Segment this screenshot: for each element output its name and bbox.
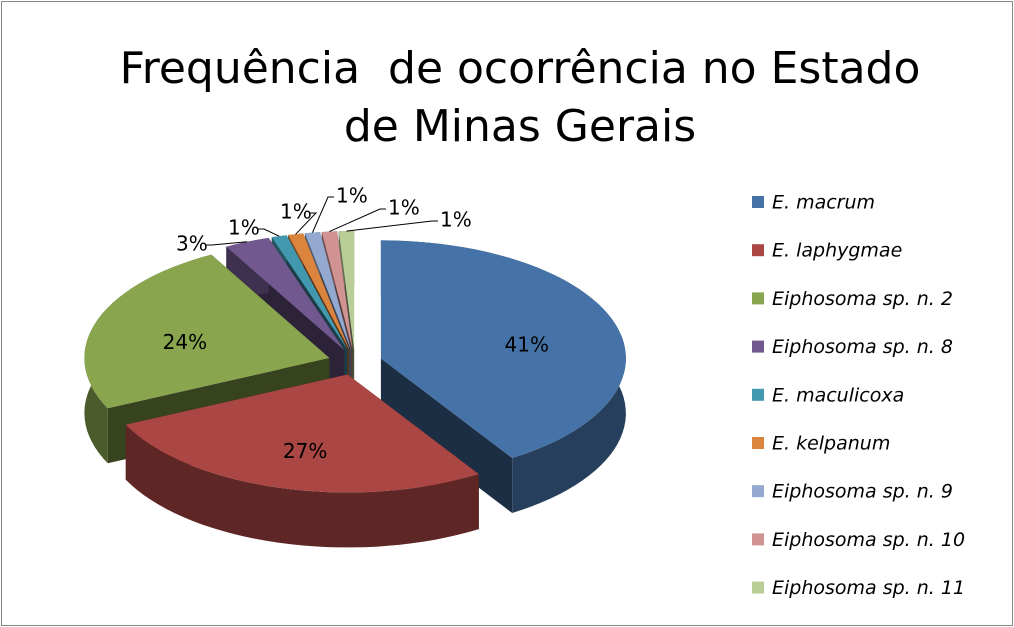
legend-label: Eiphosoma sp. n. 10 xyxy=(772,529,965,551)
legend-swatch xyxy=(752,388,764,401)
legend-swatch xyxy=(752,244,764,257)
data-label: 41% xyxy=(505,332,549,356)
slice xyxy=(125,374,479,493)
slice xyxy=(271,235,348,350)
chart-title: Frequência de ocorrência no Estado de Mi… xyxy=(119,43,935,152)
slice xyxy=(288,233,350,350)
leader-line xyxy=(346,220,438,232)
legend-swatch xyxy=(752,581,764,594)
slice xyxy=(380,240,626,458)
data-label: 3% xyxy=(176,232,208,256)
slice xyxy=(321,231,353,350)
data-label: 27% xyxy=(283,439,327,463)
data-label: 1% xyxy=(336,184,368,208)
leader-line xyxy=(311,196,334,233)
legend-swatch xyxy=(752,437,764,449)
slice-wall xyxy=(380,358,513,513)
data-label: 24% xyxy=(163,330,207,354)
legend-swatch xyxy=(752,292,764,305)
legend-swatch xyxy=(752,340,764,353)
leader-line xyxy=(329,208,386,233)
legend-label: Eiphosoma sp. n. 11 xyxy=(772,577,965,599)
legend-label: E. maculicoxa xyxy=(772,384,904,406)
data-label: 1% xyxy=(280,200,312,224)
leader-line xyxy=(206,241,248,246)
slice xyxy=(84,254,330,409)
slice-side xyxy=(125,424,479,548)
legend-label: Eiphosoma sp. n. 8 xyxy=(772,336,953,358)
legend-label: E. kelpanum xyxy=(772,433,890,455)
legend-label: Eiphosoma sp. n. 2 xyxy=(772,288,953,310)
legend-label: Eiphosoma sp. n. 9 xyxy=(772,481,953,503)
slice xyxy=(338,231,355,349)
leader-line xyxy=(295,212,318,235)
data-label: 1% xyxy=(440,208,472,232)
slice xyxy=(226,237,345,351)
data-label: 1% xyxy=(228,216,260,240)
legend-swatch xyxy=(752,196,764,208)
legend-label: E. macrum xyxy=(772,192,875,214)
leader-line xyxy=(258,228,280,237)
legend-label: E. laphygmae xyxy=(772,240,902,262)
slice xyxy=(304,232,351,350)
legend-swatch xyxy=(752,533,764,546)
data-label: 1% xyxy=(388,196,420,220)
legend-swatch xyxy=(752,485,764,498)
